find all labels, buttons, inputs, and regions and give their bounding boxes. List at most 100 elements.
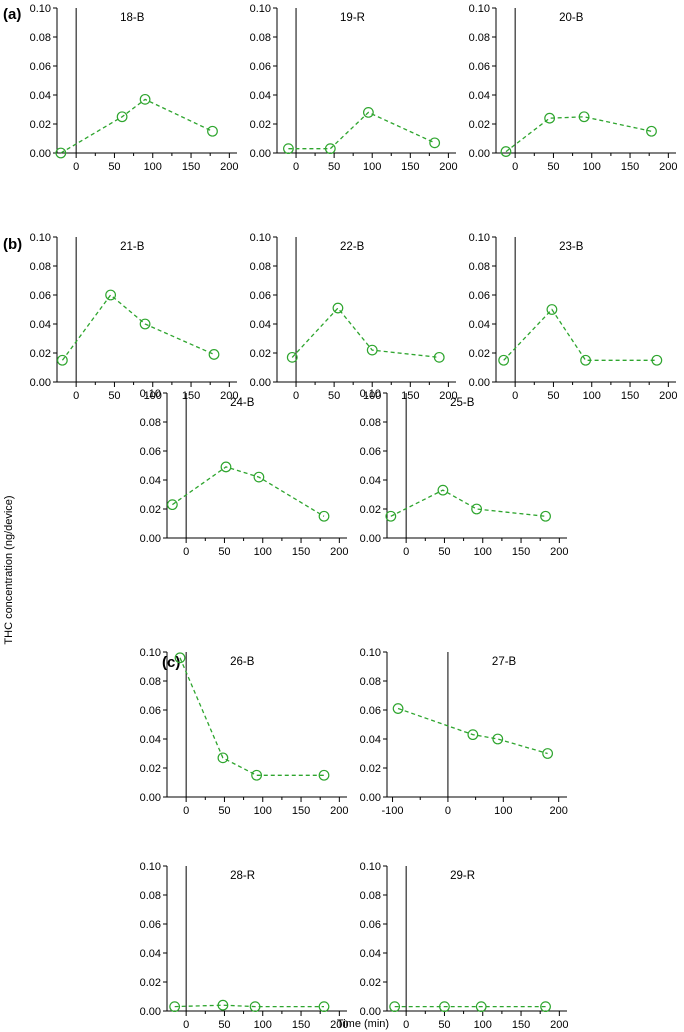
panel-26-b-ytick-label: 0.02 xyxy=(140,763,161,775)
panel-20-b-ytick-label: 0.08 xyxy=(469,32,490,44)
panel-19-r-ytick-label: 0.02 xyxy=(250,119,271,131)
panel-27-b-ytick-label: 0.04 xyxy=(360,734,381,746)
panel-19-r-data-point xyxy=(324,143,336,155)
panel-19-r-data-point xyxy=(363,106,374,118)
panel-23-b-data-point xyxy=(546,304,558,315)
panel-27-b: 0.00 0.02 0.04 0.06 0.08 0.10 -100 0 100 200 27-B xyxy=(360,647,568,817)
panel-29-r-data-point xyxy=(540,1001,551,1013)
panel-24-b-xtick-label: 150 xyxy=(292,546,310,558)
panel-21-b-data-point xyxy=(208,349,220,360)
panel-27-b-data-point xyxy=(492,733,504,745)
panel-19-r-title: 19-R xyxy=(340,12,365,24)
panel-20-b-xtick-label: 200 xyxy=(659,161,677,173)
panel-22-b-ytick-label: 0.06 xyxy=(250,290,271,302)
panel-23-b-series-line xyxy=(503,308,657,361)
panel-23-b-xtick-label: 0 xyxy=(512,390,518,402)
panel-22-b-xtick-label: 50 xyxy=(328,390,340,402)
panel-25-b-data-point xyxy=(471,503,483,515)
panel-21-b-xtick-label: 150 xyxy=(182,390,200,402)
panel-27-b-xtick-label: 100 xyxy=(494,805,512,817)
panel-27-b-ytick-label: 0.02 xyxy=(360,763,381,775)
panel-27-b-xtick-label: 0 xyxy=(445,805,451,817)
panel-27-b-ytick-label: 0.00 xyxy=(360,792,381,804)
panel-27-b-xtick-label: 200 xyxy=(550,805,568,817)
panel-29-r-xtick-label: 150 xyxy=(512,1019,530,1031)
panel-19-r-ytick-label: 0.04 xyxy=(250,90,271,102)
panel-20-b-data-point xyxy=(646,125,657,137)
panel-24-b-data-point xyxy=(318,510,330,522)
panel-26-b-xtick-label: 0 xyxy=(183,805,189,817)
panel-25-b-xtick-label: 50 xyxy=(438,546,450,558)
panel-21-b-ytick-label: 0.00 xyxy=(30,377,51,389)
panel-18-b-ytick-label: 0.06 xyxy=(30,61,51,73)
panel-29-r-data-point xyxy=(475,1001,487,1013)
panel-21-b-data-point xyxy=(105,289,117,301)
panel-27-b-title: 27-B xyxy=(492,656,517,668)
panel-29-r-xtick-label: 50 xyxy=(438,1019,450,1031)
panel-label-a: (a) xyxy=(3,6,21,23)
panel-21-b-title: 21-B xyxy=(120,241,145,253)
panel-19-r-ytick-label: 0.00 xyxy=(250,148,271,160)
panel-21-b-ytick-label: 0.08 xyxy=(30,261,51,273)
panel-28-r-ytick-label: 0.04 xyxy=(140,948,161,960)
panel-24-b-series-line xyxy=(172,466,325,517)
panel-28-r-xtick-label: 100 xyxy=(254,1019,272,1031)
panel-27-b-ytick-label: 0.10 xyxy=(360,647,381,659)
panel-21-b-ytick-label: 0.10 xyxy=(30,232,51,244)
panel-18-b-xtick-label: 0 xyxy=(73,161,79,173)
panel-29-r-xtick-label: 100 xyxy=(474,1019,492,1031)
panel-22-b-data-point xyxy=(286,351,298,363)
panel-18-b-data-point xyxy=(207,125,218,137)
panel-25-b-data-point xyxy=(540,510,551,522)
panel-18-b-ytick-label: 0.10 xyxy=(30,3,51,15)
panel-26-b-data-point xyxy=(318,769,330,781)
panel-18-b-ytick-label: 0.00 xyxy=(30,148,51,160)
panel-28-r: 0.00 0.02 0.04 0.06 0.08 0.10 0 50 100 150 200 28-R xyxy=(140,861,349,1031)
panel-27-b-xtick-label: -100 xyxy=(382,805,404,817)
panel-28-r-xtick-label: 50 xyxy=(218,1019,230,1031)
panel-24-b-ytick-label: 0.02 xyxy=(140,504,161,516)
panel-18-b-xtick-label: 200 xyxy=(220,161,238,173)
panel-26-b-xtick-label: 150 xyxy=(292,805,310,817)
panel-25-b-ytick-label: 0.02 xyxy=(360,504,381,516)
panel-22-b-data-point xyxy=(433,351,445,363)
panel-23-b-data-point xyxy=(498,354,510,366)
panel-18-b-xtick-label: 50 xyxy=(108,161,120,173)
panel-24-b-ytick-label: 0.10 xyxy=(140,388,161,400)
y-axis-label: THC concentration (ng/device) xyxy=(3,495,15,644)
panel-25-b-xtick-label: 150 xyxy=(512,546,530,558)
panel-28-r-xtick-label: 0 xyxy=(183,1019,189,1031)
panel-28-r-xtick-label: 150 xyxy=(292,1019,310,1031)
panel-23-b-title: 23-B xyxy=(559,241,584,253)
panel-29-r-xtick-label: 0 xyxy=(403,1019,409,1031)
panel-18-b-series-line xyxy=(60,98,213,154)
panel-26-b-title: 26-B xyxy=(230,656,255,668)
panel-21-b-xtick-label: 0 xyxy=(73,390,79,402)
panel-20-b-ytick-label: 0.06 xyxy=(469,61,490,73)
panel-21-b-ytick-label: 0.04 xyxy=(30,319,51,331)
panel-25-b-data-point xyxy=(385,510,397,522)
panel-22-b-ytick-label: 0.04 xyxy=(250,319,271,331)
panel-20-b-ytick-label: 0.00 xyxy=(469,148,490,160)
panel-20-b-xtick-label: 100 xyxy=(583,161,601,173)
panel-26-b-ytick-label: 0.00 xyxy=(140,792,161,804)
panel-27-b-ytick-label: 0.08 xyxy=(360,676,381,688)
panel-24-b-xtick-label: 0 xyxy=(183,546,189,558)
panel-25-b-ytick-label: 0.00 xyxy=(360,533,381,545)
panel-25-b-ytick-label: 0.08 xyxy=(360,417,381,429)
panel-22-b-data-point xyxy=(366,344,378,356)
panel-23-b-ytick-label: 0.10 xyxy=(469,232,490,244)
panel-27-b-data-point xyxy=(392,703,404,714)
panel-27-b-data-point xyxy=(467,729,479,741)
panel-22-b-title: 22-B xyxy=(340,241,365,253)
panel-21-b-xtick-label: 50 xyxy=(108,390,120,402)
panel-18-b-data-point xyxy=(116,111,128,123)
panel-20-b-data-point xyxy=(544,112,556,124)
panel-29-r-ytick-label: 0.08 xyxy=(360,890,381,902)
panel-18-b: 0.00 0.02 0.04 0.06 0.08 0.10 0 50 100 150 200 18-B xyxy=(30,3,239,173)
panel-label-b: (b) xyxy=(3,236,22,253)
panel-21-b-ytick-label: 0.06 xyxy=(30,290,51,302)
panel-26-b-ytick-label: 0.04 xyxy=(140,734,161,746)
